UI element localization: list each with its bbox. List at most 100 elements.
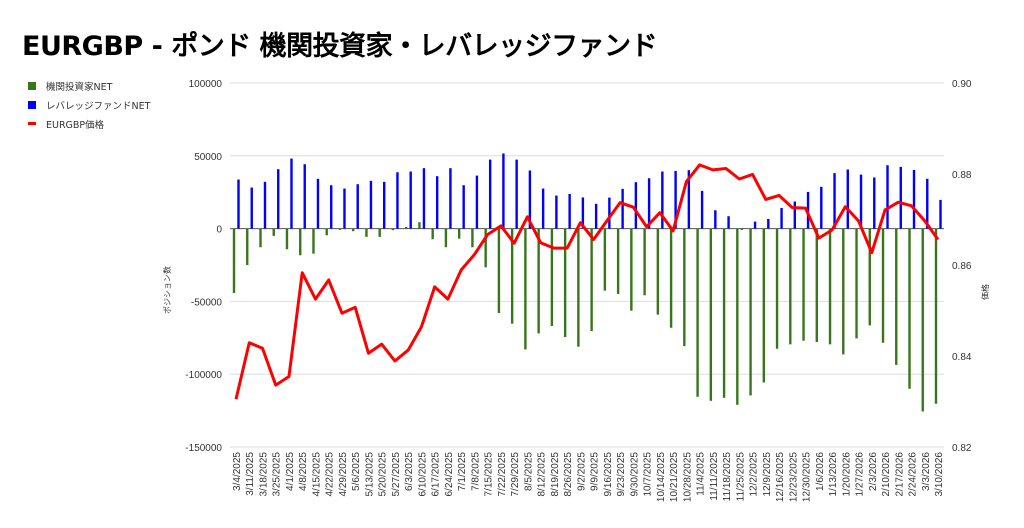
- x-tick-label: 10/7/2025: [643, 452, 654, 497]
- x-tick-label: 2/17/2026: [894, 452, 905, 497]
- bar-institutional: [524, 228, 527, 350]
- bar-leveraged: [594, 203, 598, 229]
- y2-tick-label: 0.90: [952, 79, 972, 90]
- bar-institutional: [828, 228, 832, 345]
- bar-leveraged: [820, 186, 823, 229]
- legend-item-price[interactable]: EURGBP価格: [28, 114, 150, 133]
- bar-institutional: [457, 228, 461, 239]
- bar-institutional: [259, 228, 262, 248]
- bar-institutional: [908, 228, 911, 389]
- y2-tick-label: 0.84: [952, 352, 972, 363]
- x-tick-label: 11/25/2025: [735, 452, 746, 502]
- bar-institutional: [656, 228, 660, 315]
- y2-tick-label: 0.88: [952, 170, 972, 181]
- y-tick-label: -150000: [185, 443, 222, 454]
- legend-swatch-red: [28, 122, 36, 125]
- x-tick-label: 10/21/2025: [669, 452, 680, 502]
- bar-leveraged: [422, 168, 426, 229]
- x-tick-label: 4/22/2025: [325, 452, 336, 497]
- x-tick-label: 2/24/2026: [908, 452, 919, 497]
- bar-leveraged: [926, 178, 929, 229]
- bar-institutional: [246, 228, 249, 265]
- x-tick-label: 3/11/2025: [245, 452, 256, 496]
- bar-leveraged: [290, 158, 293, 229]
- bar-leveraged: [608, 197, 611, 229]
- bar-institutional: [484, 228, 487, 268]
- x-tick-label: 10/14/2025: [656, 452, 667, 502]
- bar-leveraged: [541, 188, 545, 229]
- bar-leveraged: [714, 210, 717, 229]
- y-tick-label: 50000: [194, 152, 222, 163]
- bar-leveraged: [793, 201, 797, 229]
- x-tick-label: 6/17/2025: [431, 452, 442, 497]
- x-tick-label: 8/26/2025: [563, 452, 574, 497]
- bar-institutional: [709, 228, 713, 401]
- bar-institutional: [736, 228, 739, 405]
- bar-leveraged: [700, 190, 704, 229]
- bar-institutional: [510, 228, 514, 324]
- bar-leveraged: [356, 184, 359, 229]
- bar-leveraged: [396, 172, 399, 229]
- y2-axis-title: 価格: [980, 284, 990, 300]
- bar-leveraged: [330, 185, 333, 229]
- bar-leveraged: [316, 178, 320, 229]
- bar-institutional: [431, 228, 434, 240]
- x-tick-label: 11/11/2025: [709, 452, 720, 501]
- bar-leveraged: [528, 170, 532, 229]
- bar-institutional: [232, 228, 236, 293]
- x-tick-label: 3/25/2025: [272, 452, 283, 497]
- bar-leveraged: [475, 175, 479, 229]
- bar-institutional: [391, 228, 395, 231]
- y-axis-title: ポジション数: [162, 266, 172, 314]
- legend-label: レバレッジファンドNET: [46, 100, 151, 112]
- x-tick-label: 5/13/2025: [364, 452, 375, 497]
- bar-leveraged: [568, 193, 571, 229]
- legend-swatch-blue: [28, 100, 36, 109]
- bar-institutional: [299, 228, 302, 256]
- x-tick-label: 10/28/2025: [682, 452, 693, 502]
- x-tick-label: 8/5/2025: [523, 452, 534, 491]
- bar-institutional: [881, 228, 885, 343]
- bar-leveraged: [621, 188, 624, 229]
- bar-institutional: [563, 228, 567, 338]
- bar-institutional: [895, 228, 898, 365]
- bar-leveraged: [833, 173, 836, 229]
- legend-item-leveraged[interactable]: レバレッジファンドNET: [28, 95, 150, 114]
- x-tick-label: 6/10/2025: [417, 452, 428, 497]
- x-tick-label: 5/20/2025: [378, 452, 389, 497]
- bar-institutional: [683, 228, 686, 347]
- bar-institutional: [762, 228, 766, 383]
- y2-tick-label: 0.82: [952, 443, 972, 454]
- bar-institutional: [537, 228, 540, 334]
- bar-leveraged: [369, 180, 373, 229]
- bar-institutional: [418, 222, 421, 229]
- x-tick-label: 3/4/2025: [232, 452, 243, 491]
- x-tick-label: 2/10/2026: [881, 452, 892, 497]
- x-tick-label: 7/29/2025: [510, 452, 521, 497]
- x-tick-label: 8/12/2025: [537, 452, 548, 497]
- x-tick-label: 11/18/2025: [722, 452, 733, 502]
- bar-leveraged: [899, 166, 902, 229]
- bar-leveraged: [886, 165, 889, 229]
- bar-leveraged: [753, 221, 757, 229]
- bar-institutional: [815, 228, 818, 343]
- bar-institutional: [352, 228, 355, 232]
- bar-leveraged: [488, 159, 492, 229]
- x-tick-label: 12/30/2025: [802, 452, 813, 502]
- bar-institutional: [312, 228, 315, 254]
- x-tick-label: 9/23/2025: [616, 452, 627, 497]
- bar-institutional: [868, 228, 871, 326]
- bar-institutional: [643, 228, 646, 296]
- bar-leveraged: [634, 182, 638, 229]
- bar-institutional: [616, 228, 620, 294]
- bar-leveraged: [740, 228, 744, 230]
- bar-leveraged: [846, 169, 849, 229]
- x-tick-label: 3/18/2025: [258, 452, 269, 497]
- legend-item-institutional[interactable]: 機関投資家NET: [28, 76, 150, 95]
- x-tick-label: 1/20/2026: [841, 452, 852, 497]
- bar-institutional: [404, 226, 408, 229]
- bar-leveraged: [382, 181, 386, 229]
- bar-institutional: [921, 228, 924, 412]
- x-tick-label: 1/13/2026: [828, 452, 839, 497]
- bar-leveraged: [343, 188, 346, 229]
